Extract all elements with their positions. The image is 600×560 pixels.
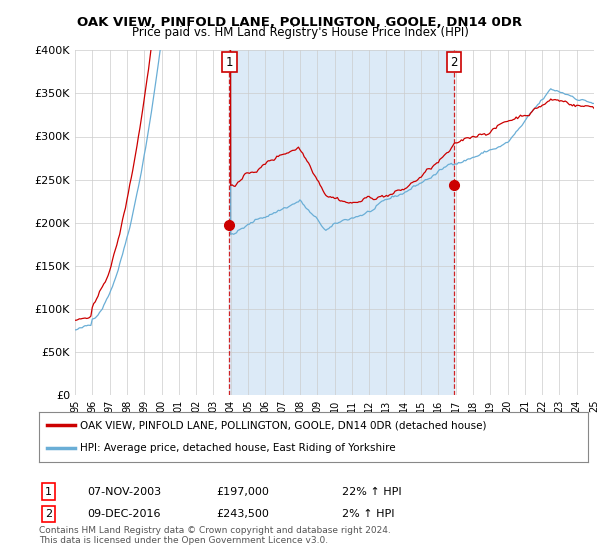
Text: OAK VIEW, PINFOLD LANE, POLLINGTON, GOOLE, DN14 0DR (detached house): OAK VIEW, PINFOLD LANE, POLLINGTON, GOOL… — [80, 420, 487, 430]
Text: 09-DEC-2016: 09-DEC-2016 — [87, 509, 161, 519]
Text: 1: 1 — [226, 55, 233, 68]
Text: HPI: Average price, detached house, East Riding of Yorkshire: HPI: Average price, detached house, East… — [80, 444, 396, 454]
Text: OAK VIEW, PINFOLD LANE, POLLINGTON, GOOLE, DN14 0DR: OAK VIEW, PINFOLD LANE, POLLINGTON, GOOL… — [77, 16, 523, 29]
Text: £243,500: £243,500 — [216, 509, 269, 519]
Text: 2: 2 — [45, 509, 52, 519]
Bar — [229, 50, 454, 395]
Text: £197,000: £197,000 — [216, 487, 269, 497]
Text: Contains HM Land Registry data © Crown copyright and database right 2024.
This d: Contains HM Land Registry data © Crown c… — [39, 526, 391, 545]
Text: Price paid vs. HM Land Registry's House Price Index (HPI): Price paid vs. HM Land Registry's House … — [131, 26, 469, 39]
Text: 07-NOV-2003: 07-NOV-2003 — [87, 487, 161, 497]
Text: 1: 1 — [45, 487, 52, 497]
Text: 2% ↑ HPI: 2% ↑ HPI — [342, 509, 395, 519]
Text: 22% ↑ HPI: 22% ↑ HPI — [342, 487, 401, 497]
Text: 2: 2 — [451, 55, 458, 68]
